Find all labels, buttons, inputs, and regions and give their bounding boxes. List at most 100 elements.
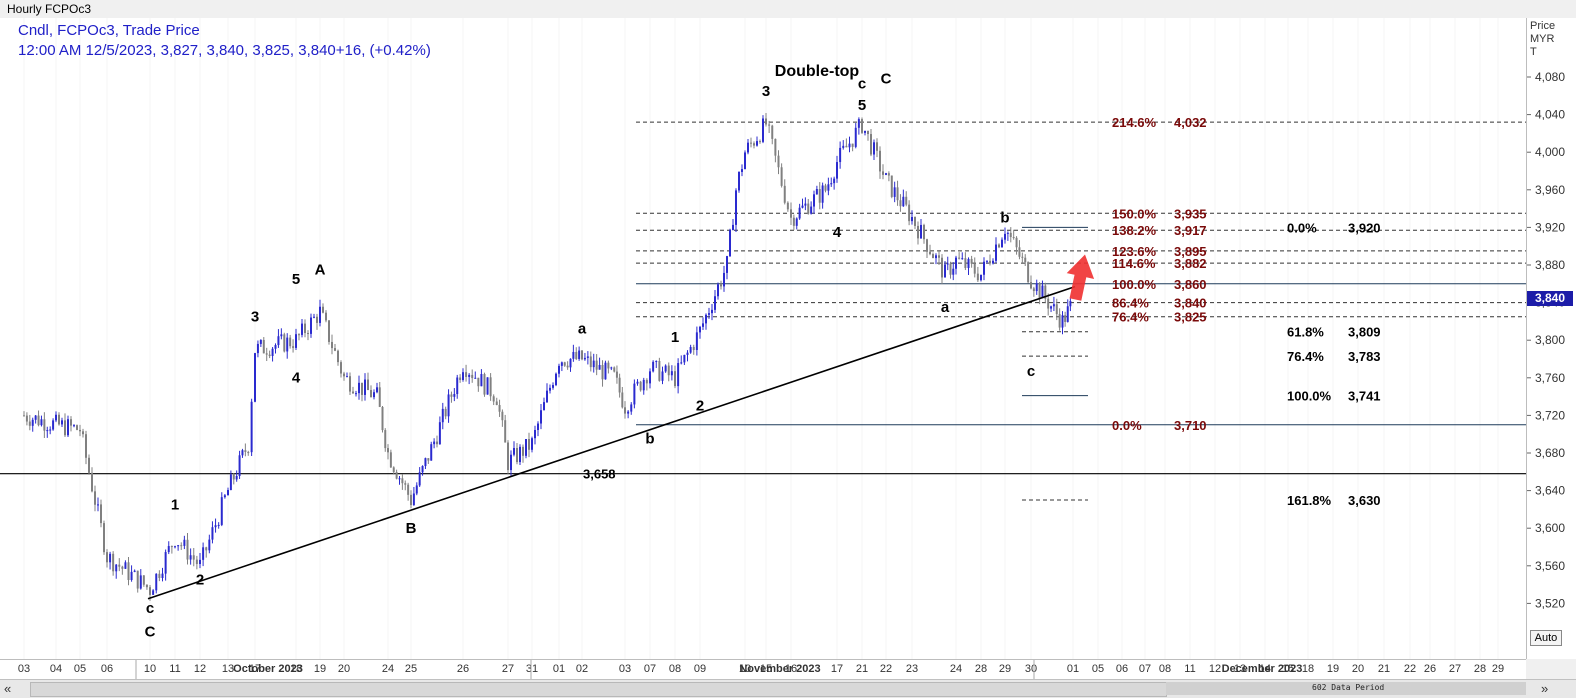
candle-body	[744, 152, 746, 170]
candle-body	[46, 430, 49, 432]
candle-body	[882, 171, 884, 175]
candle-body	[250, 401, 253, 453]
auto-scale-button[interactable]: Auto	[1530, 630, 1562, 646]
candle-body	[670, 371, 673, 376]
candle-body	[471, 374, 474, 379]
candle-body	[373, 392, 375, 398]
candle-body	[821, 185, 824, 203]
date-tick-label: 10	[739, 663, 751, 675]
candle-body	[61, 420, 63, 425]
candle-body	[486, 377, 489, 395]
date-tick-label: 13	[222, 663, 234, 675]
candle-body	[334, 348, 336, 351]
date-tick-label: 21	[1378, 663, 1390, 675]
candle-body	[537, 423, 539, 430]
candle-body	[976, 273, 979, 281]
candle-body	[543, 402, 545, 411]
candle-body	[444, 408, 447, 417]
candle-body	[780, 167, 783, 186]
scroll-track-right[interactable]	[1166, 682, 1526, 695]
candle-body	[848, 143, 851, 148]
support-label: 3,658	[583, 467, 616, 482]
candle-body	[560, 362, 563, 366]
candle-body	[161, 573, 164, 578]
date-tick-label: 19	[314, 663, 326, 675]
candle-body	[604, 362, 607, 380]
info-line-2: 12:00 AM 12/5/2023, 3,827, 3,840, 3,825,…	[18, 42, 431, 59]
candle-body	[387, 448, 389, 453]
double-top-label: Double-top	[775, 63, 860, 80]
candle-body	[876, 142, 878, 151]
candle-body	[516, 448, 518, 463]
price-tick-label: 3,560	[1535, 559, 1565, 573]
candle-body	[534, 429, 536, 439]
date-tick-label: 12	[194, 663, 206, 675]
price-axis-title-line: MYR	[1530, 33, 1555, 45]
date-tick-label: 18	[290, 663, 302, 675]
candle-body	[890, 175, 893, 197]
wave-label: b	[645, 431, 654, 448]
candle-body	[220, 497, 223, 525]
price-tick-label: 3,600	[1535, 521, 1565, 535]
candle-body	[392, 467, 395, 473]
candle-body	[1058, 314, 1061, 328]
plot-area[interactable]: 3,658 214.6% 4,032 150.0% 3,935 138.2% 3,917 12…	[0, 18, 1526, 659]
candle-body	[658, 360, 661, 381]
candle-body	[152, 590, 155, 595]
candle-body	[583, 357, 586, 360]
candle-body	[768, 124, 771, 126]
candle-body	[328, 320, 330, 342]
scroll-right-button[interactable]: »	[1541, 681, 1549, 696]
up-arrow-icon	[1066, 254, 1095, 301]
wave-label: C	[145, 623, 156, 640]
candle-body	[813, 194, 815, 207]
candle-body	[227, 490, 229, 496]
candle-body	[23, 415, 25, 417]
candle-body	[164, 552, 167, 574]
fib-ext-price: 3,710	[1174, 418, 1207, 433]
candle-body	[256, 343, 259, 354]
candle-body	[1032, 288, 1035, 292]
candle-body	[450, 394, 453, 397]
date-tick-label: 25	[405, 663, 417, 675]
candle-body	[82, 431, 84, 435]
horizontal-scrollbar[interactable]: « 602 Data Period »	[0, 679, 1576, 698]
candle-body	[241, 450, 244, 456]
candle-body	[1041, 285, 1044, 299]
date-axis[interactable]: 03 04 05 06 10 11 12 13 17 18 19 20 24 25 26 27 31 01 02 03…	[0, 659, 1526, 680]
date-tick-label: 27	[502, 663, 514, 675]
candle-body	[274, 345, 277, 349]
date-tick-label: 10	[144, 663, 156, 675]
scroll-left-button[interactable]: «	[4, 681, 12, 696]
candle-body	[130, 571, 133, 580]
candle-body	[265, 353, 268, 355]
candle-body	[186, 539, 189, 560]
candle-body	[489, 377, 492, 397]
fib-ext-price: 3,895	[1174, 244, 1207, 259]
price-tick-label: 3,880	[1535, 258, 1565, 272]
fib-ext-pct: 150.0%	[1112, 206, 1157, 221]
candle-body	[908, 204, 911, 222]
candle-body	[404, 483, 407, 485]
candle-body	[702, 323, 704, 327]
wave-label: 1	[171, 496, 179, 513]
candle-body	[905, 196, 908, 205]
price-tick-label: 3,680	[1535, 446, 1565, 460]
candle-body	[824, 185, 827, 191]
candle-body	[155, 573, 158, 591]
candle-body	[259, 339, 262, 344]
wave-label: A	[315, 261, 326, 278]
candle-body	[607, 362, 610, 369]
month-label: October 2023	[233, 663, 303, 675]
fib-ext-pct: 114.6%	[1112, 256, 1156, 271]
candle-body	[202, 547, 205, 560]
candle-body	[1047, 298, 1050, 309]
scroll-thumb[interactable]	[30, 682, 1167, 697]
price-axis[interactable]: 4,080 4,040 4,000 3,960 3,920 3,880 3,840 3,800…	[1526, 18, 1576, 659]
date-tick-label: 06	[101, 663, 113, 675]
candle-body	[474, 377, 477, 379]
price-tick-label: 4,040	[1535, 108, 1565, 122]
wave-label: C	[881, 71, 892, 88]
wave-label: 4	[833, 224, 842, 241]
date-tick-label: 29	[1492, 663, 1504, 675]
